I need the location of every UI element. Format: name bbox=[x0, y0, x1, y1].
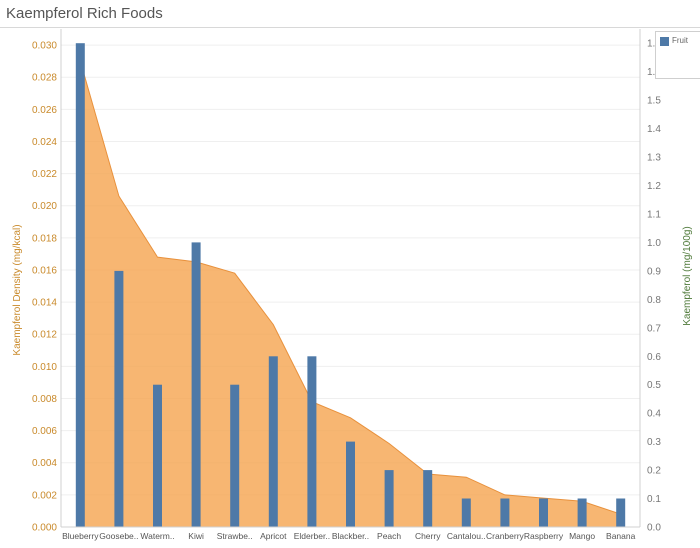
y-left-tick-label: 0.024 bbox=[32, 137, 57, 148]
y-right-tick-label: 0.9 bbox=[647, 266, 661, 277]
y-right-tick-label: 0.2 bbox=[647, 466, 661, 477]
bar-2 bbox=[153, 384, 162, 527]
y-left-tick-label: 0.016 bbox=[32, 265, 57, 276]
y-left-tick-label: 0.002 bbox=[32, 490, 57, 501]
density-area bbox=[79, 60, 622, 528]
x-tick-label: Raspberry bbox=[524, 531, 564, 541]
bar-0 bbox=[75, 43, 85, 527]
y-right-tick-label: 0.1 bbox=[647, 494, 661, 505]
bar-1 bbox=[114, 270, 124, 527]
legend-swatch-fruit bbox=[660, 37, 669, 46]
legend-label-fruit: Fruit bbox=[672, 36, 688, 45]
x-tick-label: Mango bbox=[569, 531, 595, 541]
y-right-tick-label: 1.0 bbox=[647, 238, 661, 249]
y-left-tick-label: 0.026 bbox=[32, 105, 57, 116]
y-left-tick-label: 0.022 bbox=[32, 169, 57, 180]
y-right-tick-label: 1.3 bbox=[647, 153, 661, 164]
bar-3 bbox=[191, 242, 201, 527]
y-right-tick-label: 0.7 bbox=[647, 323, 661, 334]
y-right-tick-label: 1.7 bbox=[647, 39, 661, 50]
x-tick-label: Goosebe.. bbox=[99, 531, 138, 541]
bar-4 bbox=[230, 384, 240, 527]
y-left-tick-label: 0.010 bbox=[32, 362, 57, 373]
y-right-tick-label: 0.3 bbox=[647, 437, 661, 448]
y-right-tick-label: 0.0 bbox=[647, 523, 661, 534]
y-right-tick-label: 1.4 bbox=[647, 124, 661, 135]
bar-12 bbox=[539, 498, 548, 527]
bar-5 bbox=[268, 356, 278, 527]
y-right-tick-label: 0.5 bbox=[647, 380, 661, 391]
x-tick-label: Blueberry bbox=[62, 531, 99, 541]
y-right-tick-label: 0.4 bbox=[647, 409, 661, 420]
x-tick-label: Cantalou.. bbox=[447, 531, 486, 541]
y-left-tick-label: 0.000 bbox=[32, 523, 57, 534]
y-left-tick-label: 0.030 bbox=[32, 41, 57, 52]
chart-title: Kaempferol Rich Foods bbox=[6, 5, 163, 22]
x-tick-label: Waterm.. bbox=[140, 531, 174, 541]
y-axis-right-label: Kaempferol (mg/100g) bbox=[682, 226, 693, 326]
x-tick-label: Peach bbox=[377, 531, 401, 541]
y-right-tick-label: 0.8 bbox=[647, 295, 661, 306]
x-tick-label: Elderber.. bbox=[294, 531, 330, 541]
y-axis-left-label: Kaempferol Density (mg/kcal) bbox=[12, 224, 23, 355]
y-right-tick-label: 0.6 bbox=[647, 352, 661, 363]
density-area-path bbox=[79, 60, 622, 528]
axes: 0.000 0.002 0.004 0.006 0.008 0.010 0.012 0.014… bbox=[32, 29, 661, 541]
x-tick-label: Cranberry bbox=[486, 531, 525, 541]
x-tick-label: Strawbe.. bbox=[217, 531, 253, 541]
x-tick-label: Banana bbox=[606, 531, 636, 541]
bar-9 bbox=[423, 470, 433, 527]
y-left-tick-label: 0.006 bbox=[32, 426, 57, 437]
y-left-tick-label: 0.004 bbox=[32, 458, 57, 469]
bar-6 bbox=[307, 356, 317, 527]
x-tick-label: Kiwi bbox=[188, 531, 204, 541]
x-tick-label: Apricot bbox=[260, 531, 287, 541]
y-left-tick-label: 0.018 bbox=[32, 233, 57, 244]
y-left-tick-label: 0.012 bbox=[32, 330, 57, 341]
y-right-tick-label: 1.5 bbox=[647, 96, 661, 107]
y-left-tick-label: 0.008 bbox=[32, 394, 57, 405]
y-left-tick-label: 0.028 bbox=[32, 73, 57, 84]
y-left-tick-label: 0.020 bbox=[32, 201, 57, 212]
y-right-tick-label: 1.6 bbox=[647, 67, 661, 78]
title-divider bbox=[0, 27, 700, 28]
bar-7 bbox=[346, 441, 355, 527]
y-right-tick-label: 1.1 bbox=[647, 209, 661, 220]
fruit-bars bbox=[75, 43, 626, 527]
y-right-tick-label: 1.2 bbox=[647, 181, 661, 192]
x-tick-label: Cherry bbox=[415, 531, 441, 541]
x-tick-label: Blackber.. bbox=[332, 531, 369, 541]
bar-10 bbox=[461, 498, 471, 527]
bar-8 bbox=[384, 470, 394, 527]
bar-14 bbox=[616, 498, 626, 527]
bar-11 bbox=[500, 498, 510, 527]
y-left-tick-label: 0.014 bbox=[32, 298, 57, 309]
bar-13 bbox=[577, 498, 587, 527]
legend: Fruit bbox=[655, 31, 700, 79]
